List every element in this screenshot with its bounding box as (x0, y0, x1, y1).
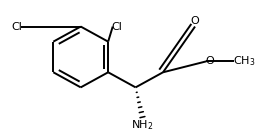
Text: NH$_2$: NH$_2$ (131, 118, 154, 132)
Text: Cl: Cl (11, 22, 22, 32)
Text: O: O (191, 16, 199, 26)
Text: CH$_3$: CH$_3$ (233, 54, 256, 68)
Text: Cl: Cl (112, 22, 123, 32)
Text: O: O (206, 56, 214, 66)
